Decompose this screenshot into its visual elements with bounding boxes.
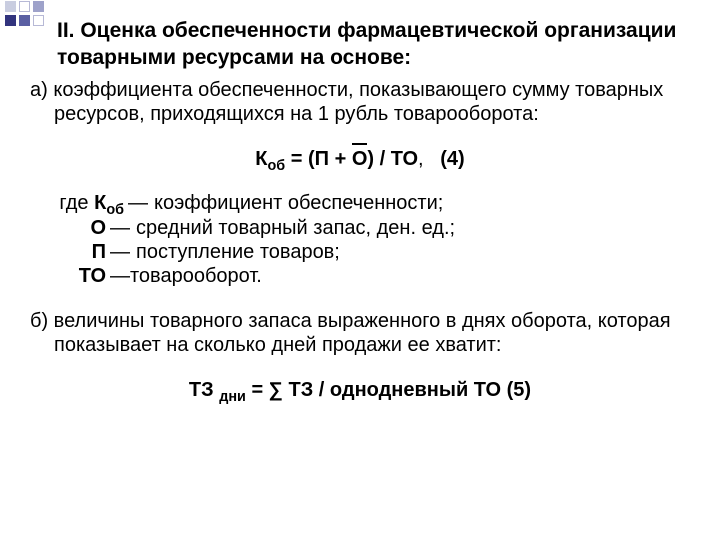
formula-k: К <box>255 148 267 170</box>
definition-dash: — <box>106 216 136 240</box>
formula-obar: О <box>352 147 368 171</box>
decor-square <box>33 1 44 12</box>
definition-text: товарооборот. <box>130 264 262 288</box>
definition-text: средний товарный запас, ден. ед.; <box>136 216 455 240</box>
definition-row: П — поступление товаров; <box>30 240 690 264</box>
slide: II. Оценка обеспеченности фармацевтическ… <box>0 0 720 540</box>
definition-label: П <box>30 240 106 264</box>
section-heading: II. Оценка обеспеченности фармацевтическ… <box>57 18 680 72</box>
decor-square <box>19 1 30 12</box>
decor-square <box>5 15 16 26</box>
formula2-lhs: ТЗ <box>189 379 219 401</box>
formula-gap <box>424 148 441 170</box>
body-text: а) коэффициента обеспеченности, показыва… <box>30 78 690 422</box>
paragraph-a: а) коэффициента обеспеченности, показыва… <box>30 78 690 127</box>
definition-text: коэффициент обеспеченности; <box>154 191 443 215</box>
formula2-eq: = ∑ ТЗ / однодневный ТО <box>246 379 507 401</box>
formula-5: ТЗ дни = ∑ ТЗ / однодневный ТО (5) <box>30 378 690 402</box>
formula2-number: (5) <box>507 379 531 401</box>
definition-label: ТО <box>30 264 106 288</box>
formula-4: Коб = (П + О) / ТО, (4) <box>30 147 690 171</box>
formula-k-sub: об <box>268 158 286 174</box>
definition-dash: — <box>106 240 136 264</box>
decor-square <box>5 1 16 12</box>
formula-open: = (П + <box>285 148 352 170</box>
formula-number: (4) <box>440 148 464 170</box>
definition-text: поступление товаров; <box>136 240 340 264</box>
definitions: где Коб — коэффициент обеспеченности;О —… <box>30 191 690 289</box>
decor-square <box>19 15 30 26</box>
paragraph-b: б) величины товарного запаса выраженного… <box>30 309 690 358</box>
definition-dash: — <box>124 191 154 215</box>
definition-dash: — <box>106 264 130 288</box>
definition-row: ТО—товарооборот. <box>30 264 690 288</box>
definition-label: О <box>30 216 106 240</box>
definition-row: где Коб — коэффициент обеспеченности; <box>30 191 690 215</box>
definition-row: О — средний товарный запас, ден. ед.; <box>30 216 690 240</box>
decor-square <box>33 15 44 26</box>
formula-close: ) / ТО <box>367 148 418 170</box>
definition-label: где Коб <box>30 191 124 215</box>
formula2-lhs-sub: дни <box>219 389 246 405</box>
